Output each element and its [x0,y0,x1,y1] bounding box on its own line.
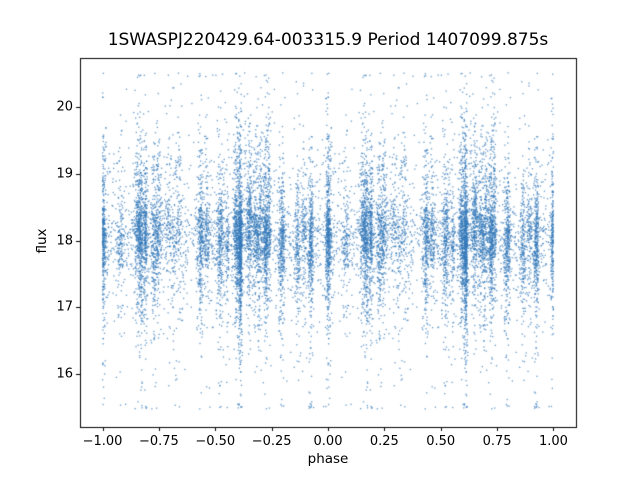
x-tick-label: 0.50 [426,434,456,449]
x-tick-label: −0.75 [138,434,179,449]
x-tick-label: 0.75 [482,434,512,449]
x-tick-label: −0.50 [195,434,236,449]
x-tick-label: 0.25 [369,434,399,449]
chart-title: 1SWASPJ220429.64-003315.9 Period 1407099… [107,30,549,50]
y-tick-label: 18 [56,233,73,249]
y-tick-label: 17 [56,299,73,315]
x-axis-label: phase [307,451,349,467]
x-tick-label: 0.00 [313,434,343,449]
x-tick-label: −0.25 [251,434,292,449]
y-tick-label: 16 [56,366,73,382]
x-tick-label: −1.00 [82,434,123,449]
x-tick-label: 1.00 [538,434,568,449]
y-tick-label: 19 [56,166,73,182]
y-tick-label: 20 [56,99,73,115]
